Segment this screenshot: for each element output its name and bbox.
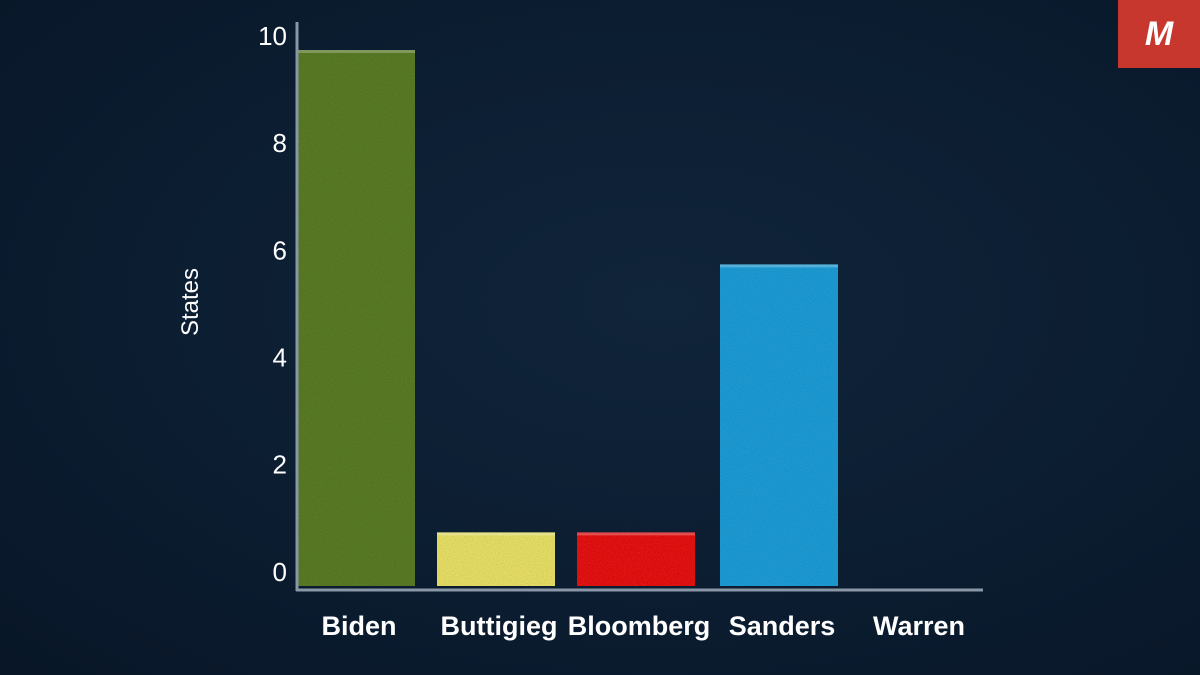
logo-letter: M xyxy=(1144,15,1174,53)
x-tick-label-sanders: Sanders xyxy=(729,611,836,641)
bars xyxy=(297,50,838,586)
bar-highlight xyxy=(437,532,555,536)
y-tick-label: 4 xyxy=(273,342,287,372)
bar-bloomberg xyxy=(577,532,695,586)
x-tick-label-buttigieg: Buttigieg xyxy=(441,611,558,641)
brand-logo: M xyxy=(1118,0,1200,68)
bar-sanders xyxy=(720,264,838,586)
axes xyxy=(295,22,983,592)
bar-biden xyxy=(297,50,415,586)
y-tick-label: 0 xyxy=(273,557,287,587)
y-tick-label: 2 xyxy=(273,450,287,480)
y-tick-label: 8 xyxy=(273,128,287,158)
bar-highlight xyxy=(720,264,838,268)
y-tick-label: 6 xyxy=(273,235,287,265)
y-axis-ticks: 0 2 4 6 8 10 xyxy=(258,21,287,587)
x-tick-label-biden: Biden xyxy=(321,611,396,641)
y-tick-label: 10 xyxy=(258,21,287,51)
x-tick-label-bloomberg: Bloomberg xyxy=(568,611,711,641)
bar-highlight xyxy=(297,50,415,53)
bar-buttigieg xyxy=(437,532,555,586)
x-tick-label-warren: Warren xyxy=(873,611,965,641)
y-axis-title: States xyxy=(177,268,204,336)
bar-highlight xyxy=(577,532,695,536)
x-axis-labels: Biden Buttigieg Bloomberg Sanders Warren xyxy=(321,611,965,641)
